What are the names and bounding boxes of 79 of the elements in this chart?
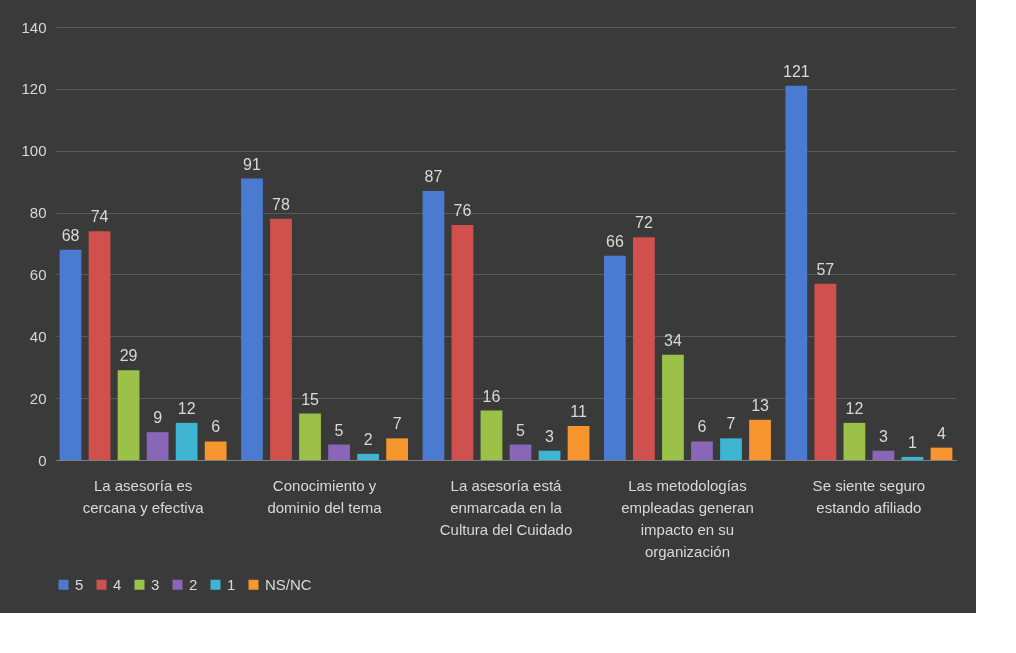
data-label: 12 [845,399,864,417]
y-tick-label: 100 [21,142,47,160]
bar [509,444,532,460]
data-label: 9 [153,409,163,427]
x-tick-label: Se siente seguro estando afiliado [812,476,926,516]
bar [872,450,895,460]
bar [480,410,503,460]
data-label: 2 [363,430,373,448]
x-tick-label: Las metodologías empleadas generan impacto en su organización [621,476,754,560]
data-label: 34 [664,331,682,349]
data-label: 6 [211,418,221,436]
bar [88,231,111,460]
data-label: 78 [272,195,290,213]
bar [270,218,292,460]
data-label: 11 [570,402,587,420]
bar [59,249,82,460]
data-label: 3 [545,427,555,445]
bar [843,422,866,460]
data-label: 7 [726,415,736,433]
bar [720,438,742,460]
bar [241,178,263,460]
bar [117,370,140,460]
bar [749,419,771,460]
bar [451,224,474,460]
data-label: 1 [908,433,917,451]
legend-label: 3 [151,575,160,593]
data-label: 74 [90,208,109,226]
bar [662,354,684,460]
data-label: 57 [816,260,835,278]
data-label: 68 [61,226,80,244]
y-tick-label: 60 [29,265,47,283]
data-label: 12 [177,399,196,417]
legend-label: 4 [113,575,122,593]
legend-label: 5 [75,575,84,593]
y-tick-label: 120 [21,80,47,98]
bar [357,453,379,460]
x-tick-label: La asesoría es cercana y efectiva [82,476,205,516]
data-label: 6 [697,418,707,436]
bar [930,447,953,460]
x-tick-label: Conocimiento y dominio del tema [267,476,383,516]
data-label: 76 [453,201,472,219]
bar [146,432,169,460]
bar [175,422,198,460]
data-label: 7 [392,415,402,433]
bar [785,85,808,460]
y-tick-label: 80 [29,204,47,222]
data-label: 72 [635,214,653,232]
data-label: 16 [482,387,501,405]
y-tick-label: 40 [29,327,47,345]
data-label: 91 [243,155,261,173]
y-tick-label: 140 [21,18,47,36]
data-label: 13 [751,396,770,414]
bar [633,237,655,460]
bar [691,441,713,460]
bar [422,190,445,460]
bar [538,450,561,460]
data-label: 15 [301,390,320,408]
bar [567,425,590,460]
bar [204,441,227,460]
x-tick-label: La asesoría está enmarcada en la Cultura del Cuidado [439,476,573,538]
data-label: 66 [605,232,624,250]
bar [901,456,924,460]
legend-label: 2 [189,575,198,593]
data-label: 121 [782,62,810,80]
data-label: 4 [937,424,947,442]
y-tick-label: 20 [29,389,47,407]
data-label: 3 [878,427,888,445]
bar [814,283,837,460]
data-label: 5 [334,421,344,439]
bar [386,438,409,460]
y-tick-label: 0 [38,451,47,469]
bar [328,444,350,460]
data-label: 29 [119,347,138,365]
data-label: 5 [516,421,526,439]
bar [299,413,321,460]
bar [603,255,626,460]
legend-label: 1 [227,575,236,593]
data-label: 87 [424,167,443,185]
legend-label: NS/NC [265,575,312,593]
